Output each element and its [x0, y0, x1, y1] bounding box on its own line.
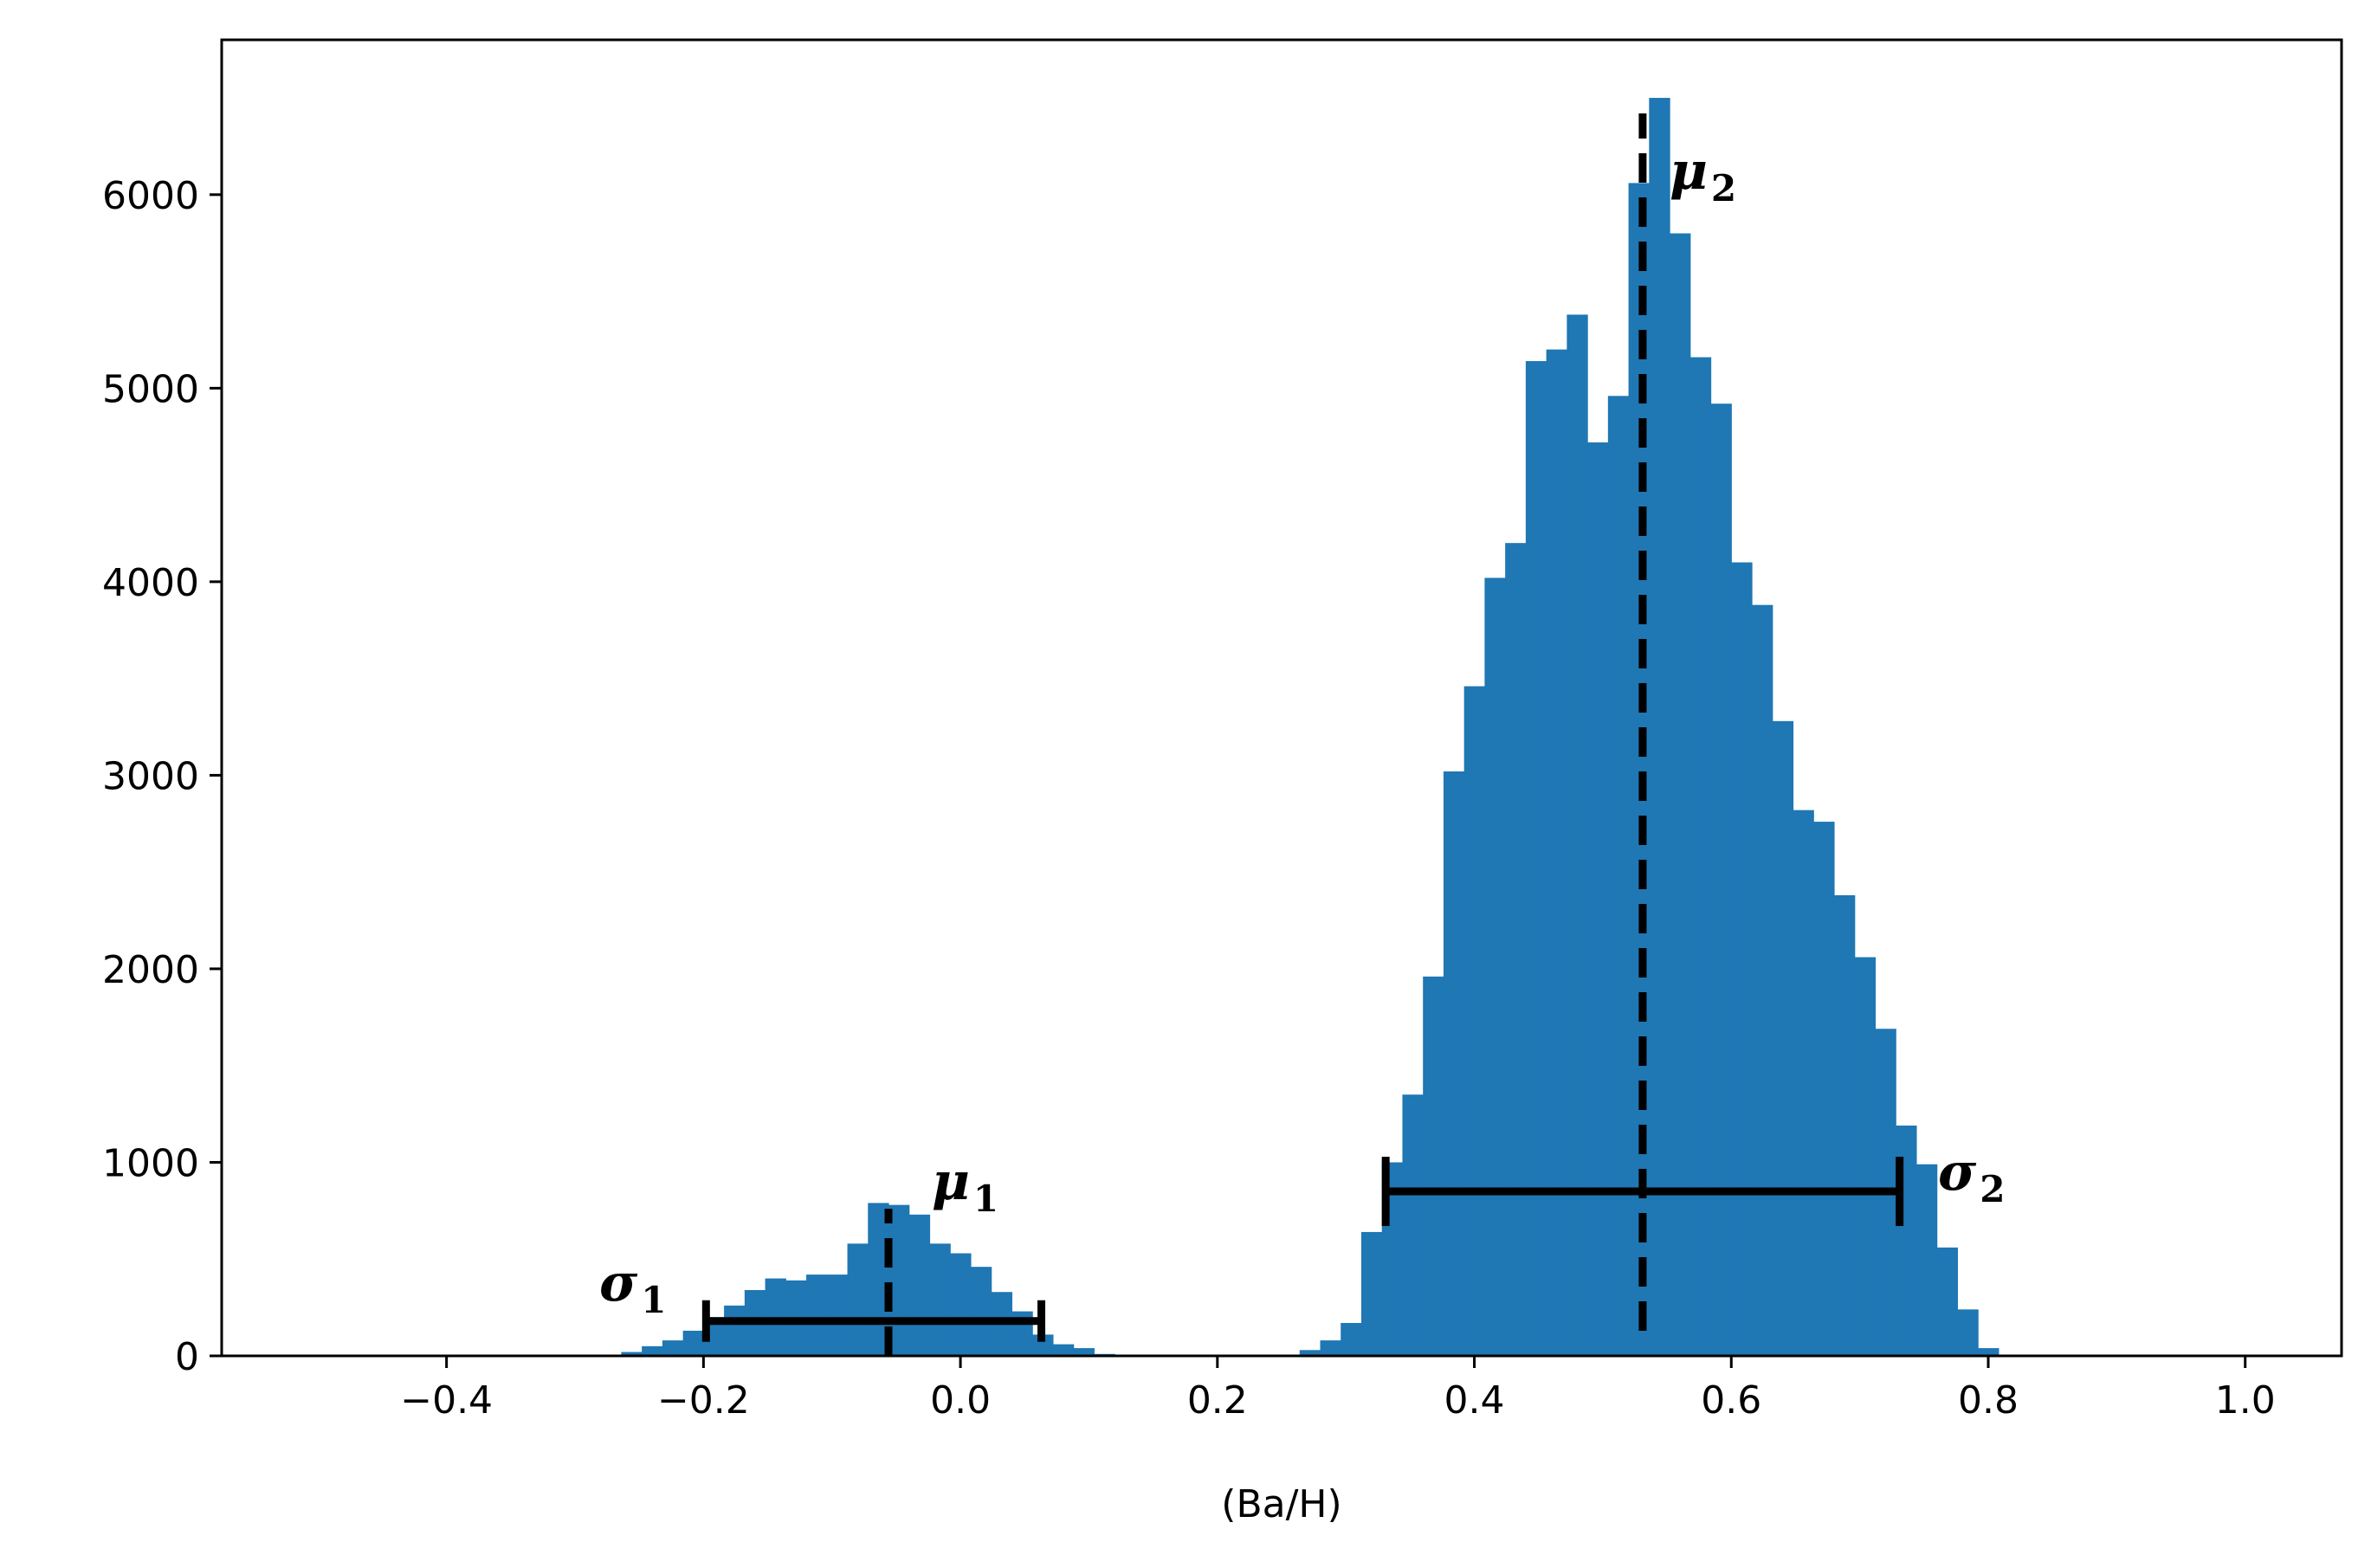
y-axis-ticks: 0 1000 2000 3000 4000 5000 6000 [102, 174, 222, 1379]
histogram-bar [1443, 771, 1465, 1356]
histogram-bar [1341, 1323, 1362, 1356]
histogram-bar [908, 1214, 931, 1356]
histogram-bar [1833, 895, 1856, 1356]
x-tick-label: 0.6 [1701, 1378, 1761, 1423]
histogram-bar [847, 1243, 869, 1356]
histogram-bar [1423, 976, 1444, 1356]
histogram-bar [1670, 233, 1691, 1356]
x-axis-label: (Ba/H) [1221, 1482, 1341, 1526]
histogram-bar [826, 1274, 849, 1356]
histogram-bar [1649, 98, 1670, 1356]
histogram-bar [1525, 361, 1547, 1356]
histogram-bar [1484, 578, 1506, 1356]
histogram-bar [970, 1267, 992, 1356]
y-tick-label: 5000 [102, 367, 199, 411]
histogram-bar [1772, 720, 1794, 1356]
x-axis-ticks: −0.4 −0.2 0.0 0.2 0.4 0.6 0.8 1.0 [400, 1356, 2276, 1423]
histogram-bar [621, 1352, 643, 1356]
y-tick-label: 4000 [102, 561, 199, 605]
y-tick-label: 6000 [102, 174, 199, 218]
plot-frame [220, 38, 2343, 1358]
histogram-bar [1587, 442, 1609, 1356]
histogram-bar [806, 1274, 828, 1356]
y-tick-label: 1000 [102, 1141, 199, 1185]
x-tick-label: 0.2 [1187, 1378, 1248, 1423]
histogram-bar [724, 1305, 746, 1356]
histogram-bar [1731, 562, 1753, 1356]
histogram-bar [1710, 403, 1732, 1356]
mu2-label: μ2 [1670, 141, 1736, 210]
histogram-bar [1752, 604, 1773, 1356]
x-tick-label: −0.4 [400, 1378, 493, 1423]
histogram-bar [1463, 686, 1486, 1356]
histogram-bar [642, 1345, 663, 1356]
histogram-bar [1957, 1309, 1979, 1356]
histogram-bar [1936, 1247, 1958, 1356]
y-tick-label: 0 [175, 1335, 199, 1379]
histogram-bar [1360, 1231, 1383, 1356]
annotation-labels: μ1 μ2 σ1 σ2 [599, 141, 2005, 1321]
histogram-bar [1607, 396, 1630, 1356]
y-tick-label: 3000 [102, 754, 199, 798]
histogram-bar [662, 1340, 684, 1356]
histogram-bar [1052, 1344, 1075, 1356]
histogram-bar [1505, 543, 1527, 1356]
histogram-bar [1546, 349, 1567, 1356]
histogram-bar [1299, 1350, 1321, 1356]
histogram-bar [1854, 957, 1877, 1356]
histogram-bar [1916, 1164, 1938, 1356]
histogram-bar [1073, 1348, 1095, 1356]
histogram-bar [1978, 1348, 2000, 1356]
histogram-bar [950, 1253, 972, 1356]
histogram-bar [1402, 1094, 1424, 1356]
histogram-bar [1567, 314, 1588, 1357]
histogram-bar [1793, 810, 1814, 1356]
x-tick-label: 1.0 [2215, 1378, 2276, 1423]
histogram-bar [1689, 357, 1712, 1356]
x-tick-label: 0.8 [1958, 1378, 2019, 1423]
histogram-bars [621, 98, 2000, 1357]
annotation-lines [701, 113, 1904, 1356]
mu1-label: μ1 [932, 1152, 998, 1220]
x-tick-label: 0.0 [930, 1378, 991, 1423]
x-tick-label: −0.2 [657, 1378, 750, 1423]
x-tick-label: 0.4 [1444, 1378, 1505, 1423]
sigma2-label: σ2 [1938, 1142, 2005, 1210]
histogram-bar [682, 1330, 704, 1356]
histogram-bar [929, 1243, 951, 1356]
histogram-bar [1320, 1340, 1341, 1356]
sigma1-label: σ1 [599, 1253, 666, 1321]
y-tick-label: 2000 [102, 948, 199, 992]
histogram-bar [1813, 822, 1835, 1356]
